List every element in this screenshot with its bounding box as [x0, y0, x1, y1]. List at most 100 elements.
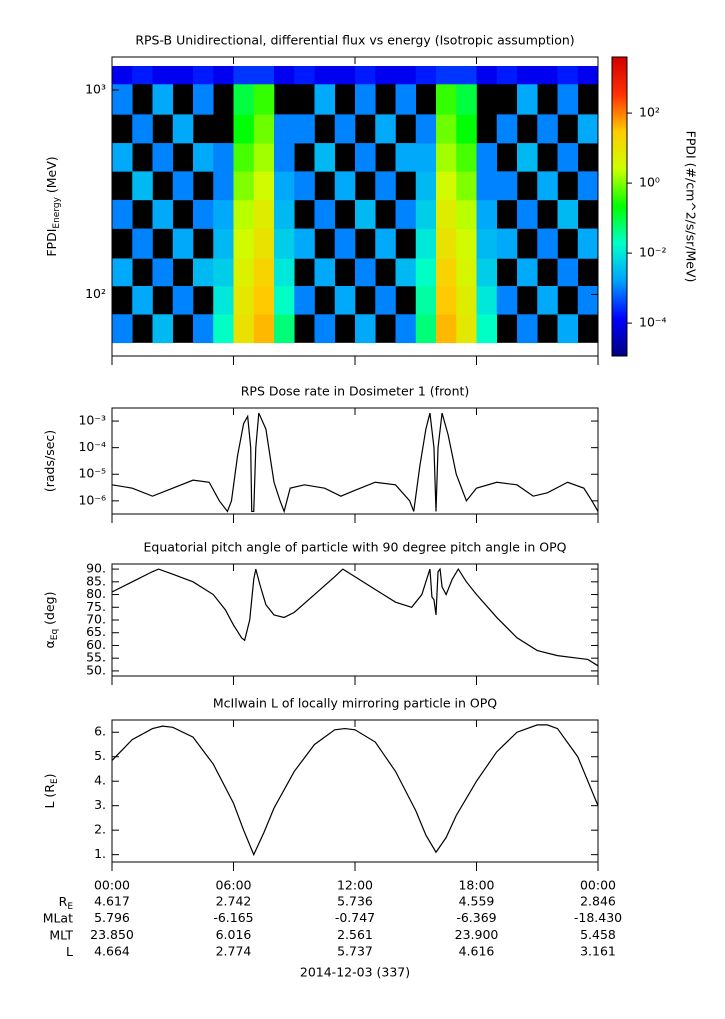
spectrogram-cell — [577, 285, 599, 315]
data-line — [111, 412, 599, 514]
spectrogram-cell — [537, 285, 558, 315]
spectrogram-cell — [172, 285, 194, 315]
spectrogram-cell — [557, 143, 579, 172]
label-text: α — [42, 640, 57, 648]
spectrogram-cell — [436, 258, 457, 287]
spectrogram-cell — [112, 258, 133, 287]
y-tick-label: 75. — [86, 599, 106, 614]
spectrogram-cell — [375, 66, 396, 85]
spectrogram-cell — [112, 199, 133, 229]
ephemeris-label-text: L — [66, 944, 73, 959]
colorbar-tick-label: 10² — [639, 105, 660, 120]
spectrogram-cell — [233, 285, 255, 315]
ephemeris-label-text: MLT — [49, 927, 73, 942]
spectrogram-cell — [415, 171, 437, 201]
spectrogram-cell — [152, 83, 174, 115]
y-tick-label: 4. — [94, 773, 106, 788]
spectrogram-cell — [253, 258, 275, 287]
spectrogram-cell — [436, 143, 457, 172]
spectrogram-cell — [415, 258, 437, 287]
spectrogram-cell — [213, 143, 234, 172]
spectrogram-cell — [517, 314, 538, 344]
spectrogram-cell — [314, 66, 336, 85]
spectrogram-cell — [233, 314, 255, 344]
spectrogram-cell — [496, 66, 518, 85]
spectrogram-cell — [395, 66, 417, 85]
spectrogram-cell — [395, 83, 417, 115]
y-axis-label: FPDIEnergy (MeV) — [44, 156, 62, 256]
y-tick-label: 3. — [94, 797, 106, 812]
spectrogram-cell — [456, 314, 477, 344]
y-tick-label: 6. — [94, 724, 106, 739]
x-tick-label: 12:00 — [337, 878, 373, 893]
spectrogram-cell — [355, 314, 376, 344]
ephemeris-value: -0.747 — [335, 910, 375, 925]
spectrogram-cell — [253, 66, 275, 85]
spectrogram-cell — [436, 114, 457, 144]
ephemeris-value: 3.161 — [580, 944, 616, 959]
spectrogram-cell — [395, 143, 417, 172]
plot-frame — [111, 563, 599, 677]
label-after: (MeV) — [44, 156, 59, 197]
spectrogram-cell — [456, 143, 477, 172]
spectrogram-cell — [517, 66, 538, 85]
ephemeris-value: 23.900 — [455, 927, 499, 942]
spectrogram-cell — [355, 258, 376, 287]
spectrogram-cell — [496, 171, 518, 201]
spectrogram-cell — [172, 114, 194, 144]
spectrogram-cell — [112, 66, 133, 85]
label-text: (rads/sec) — [42, 430, 57, 492]
ephemeris-value: 4.664 — [94, 944, 130, 959]
spectrogram-cell — [253, 83, 275, 115]
spectrogram-cell — [314, 83, 336, 115]
ephemeris-value: 6.016 — [216, 927, 252, 942]
y-tick-label: 1. — [94, 846, 106, 861]
spectrogram-cell — [577, 66, 599, 85]
ephemeris-label: RE — [59, 894, 74, 912]
spectrogram-cell — [456, 258, 477, 287]
spectrogram-cell — [375, 228, 396, 259]
spectrogram-cell — [152, 258, 174, 287]
spectrogram-cell — [193, 66, 214, 85]
spectrogram-cell — [274, 228, 295, 259]
y-tick-label: 10² — [85, 286, 106, 301]
spectrogram-cell — [517, 258, 538, 287]
spectrogram-cell — [172, 66, 194, 85]
spectrogram-cell — [294, 171, 315, 201]
spectrogram-cell — [294, 228, 315, 259]
ephemeris-label-text: MLat — [43, 910, 73, 925]
spectrogram-cell — [132, 171, 153, 201]
ephemeris-value: 5.458 — [580, 927, 616, 942]
spectrogram-cell — [132, 228, 153, 259]
spectrogram-cell — [456, 199, 477, 229]
spectrogram-cell — [294, 66, 315, 85]
spectrogram-cell — [193, 258, 214, 287]
spectrogram-cell — [436, 171, 457, 201]
spectrogram-cell — [213, 66, 234, 85]
spectrogram-cell — [213, 228, 234, 259]
spectrogram-cell — [132, 66, 153, 85]
panel-title: RPS Dose rate in Dosimeter 1 (front) — [241, 384, 470, 399]
spectrogram-cell — [253, 199, 275, 229]
spectrogram-cell — [395, 314, 417, 344]
spectrogram-cell — [375, 285, 396, 315]
spectrogram-cell — [436, 83, 457, 115]
spectrogram-cell — [496, 228, 518, 259]
colorbar-label: FPDI (#/cm^2/s/sr/MeV) — [684, 131, 699, 283]
date-label: 2014-12-03 (337) — [300, 965, 410, 980]
ephemeris-value: 2.774 — [216, 944, 252, 959]
spectrogram-cell — [537, 171, 558, 201]
spectrogram-cell — [253, 143, 275, 172]
spectrogram-cell — [415, 228, 437, 259]
spectrogram-cell — [314, 258, 336, 287]
spectrogram-cell — [395, 199, 417, 229]
spectrogram-cell — [334, 228, 356, 259]
ephemeris-value: 5.736 — [337, 894, 373, 909]
y-tick-label: 5. — [94, 748, 106, 763]
ephemeris-value: 4.616 — [459, 944, 495, 959]
spectrogram-cell — [233, 228, 255, 259]
spectrogram-cell — [274, 199, 295, 229]
colorbar-tick-label: 10⁰ — [639, 175, 660, 190]
spectrogram-cell — [233, 143, 255, 172]
